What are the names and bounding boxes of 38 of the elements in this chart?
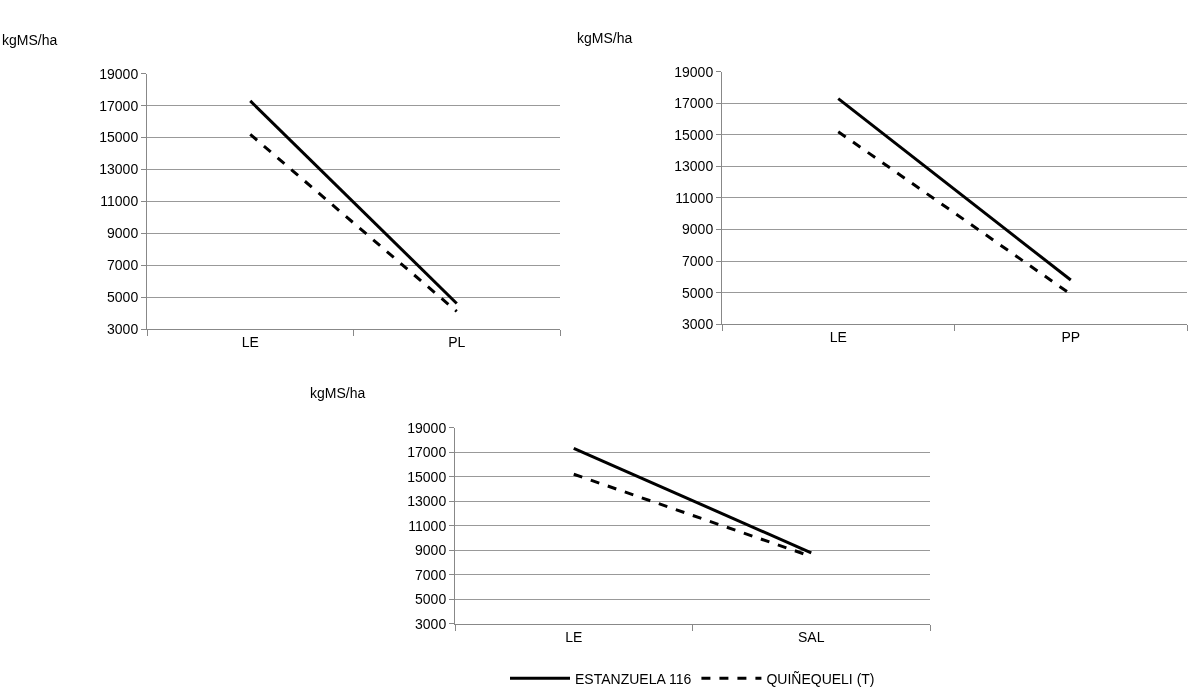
x-tick-label: PP: [1061, 328, 1081, 345]
y-tick-label: 5000: [107, 289, 139, 306]
x-tick-label: LE: [829, 328, 847, 345]
y-tick-label: 15000: [407, 468, 447, 485]
x-tick-label: LE: [565, 628, 583, 645]
y-tick-label: 13000: [407, 493, 447, 510]
y-axis-title: kgMS/ha: [577, 30, 633, 46]
y-tick-label: 7000: [107, 257, 139, 274]
y-tick-label: 19000: [407, 419, 447, 436]
y-tick-label: 3000: [415, 615, 447, 632]
y-tick-label: 11000: [100, 193, 139, 210]
y-tick-label: 7000: [415, 566, 447, 583]
y-tick-label: 11000: [408, 517, 447, 534]
y-tick-label: 19000: [674, 63, 714, 80]
y-tick-label: 3000: [107, 320, 139, 337]
y-axis-title: kgMS/ha: [310, 385, 366, 401]
y-tick-label: 15000: [99, 129, 139, 146]
x-tick-label: PL: [448, 333, 466, 350]
y-tick-label: 13000: [99, 161, 139, 178]
y-tick-label: 17000: [99, 97, 139, 114]
y-axis-title: kgMS/ha: [2, 32, 58, 48]
legend-label: QUIÑEQUELI (T): [766, 670, 875, 687]
y-tick-label: 15000: [674, 126, 714, 143]
y-tick-label: 17000: [674, 95, 714, 112]
y-tick-label: 5000: [682, 284, 714, 301]
y-tick-label: 7000: [682, 252, 714, 269]
y-tick-label: 9000: [107, 225, 139, 242]
y-tick-label: 13000: [674, 158, 714, 175]
x-tick-label: SAL: [798, 628, 825, 645]
x-tick-label: LE: [241, 333, 259, 350]
legend-label: ESTANZUELA 116: [575, 670, 692, 687]
y-tick-label: 9000: [682, 221, 714, 238]
y-tick-label: 19000: [99, 65, 139, 82]
y-tick-label: 5000: [415, 591, 447, 608]
y-tick-label: 3000: [682, 316, 714, 333]
y-tick-label: 11000: [675, 189, 714, 206]
y-tick-label: 9000: [415, 542, 447, 559]
y-tick-label: 17000: [407, 444, 447, 461]
